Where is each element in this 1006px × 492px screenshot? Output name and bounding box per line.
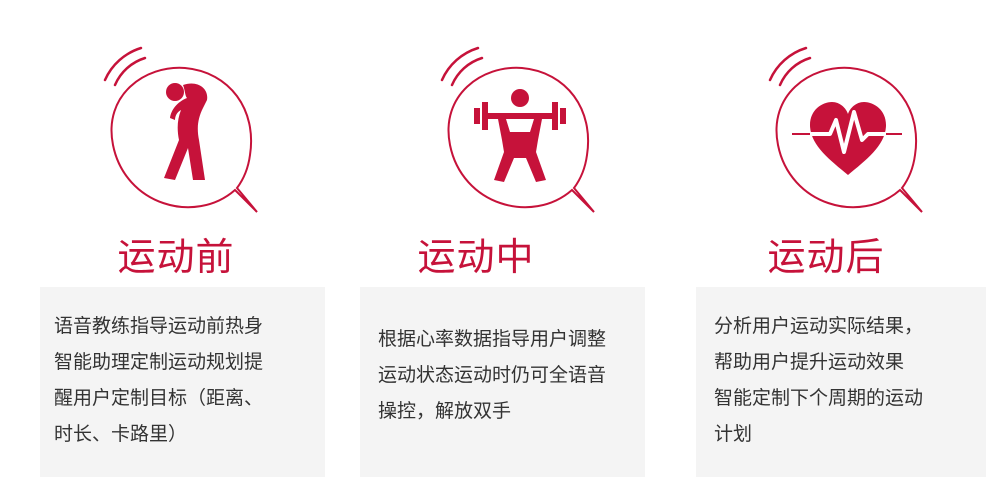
stretching-person-icon xyxy=(103,46,258,213)
description-line: 计划 xyxy=(714,423,753,445)
speech-bubble xyxy=(750,40,940,220)
description-line: 运动状态运动时仍可全语音 xyxy=(378,364,607,386)
description-panel: 根据心率数据指导用户调整 运动状态运动时仍可全语音 操控，解放双手 xyxy=(360,287,645,477)
section-during-exercise: 运动中 根据心率数据指导用户调整 运动状态运动时仍可全语音 操控，解放双手 xyxy=(335,0,670,492)
weightlifting-icon xyxy=(440,46,595,213)
description-panel: 分析用户运动实际结果， 帮助用户提升运动效果 智能定制下个周期的运动 计划 xyxy=(696,287,986,477)
heart-pulse-icon xyxy=(768,46,923,213)
description-line: 分析用户运动实际结果， xyxy=(714,315,924,337)
description-line: 根据心率数据指导用户调整 xyxy=(378,328,607,350)
section-title: 运动后 xyxy=(767,235,885,279)
section-before-exercise: 运动前 语音教练指导运动前热身 智能助理定制运动规划提 醒用户定制目标（距离、 … xyxy=(0,0,335,492)
description-panel: 语音教练指导运动前热身 智能助理定制运动规划提 醒用户定制目标（距离、 时长、卡… xyxy=(40,287,325,477)
description-line: 时长、卡路里） xyxy=(54,423,188,445)
description-line: 帮助用户提升运动效果 xyxy=(714,351,905,373)
speech-bubble xyxy=(422,40,612,220)
section-title: 运动前 xyxy=(117,235,235,279)
description-line: 智能助理定制运动规划提 xyxy=(54,351,264,373)
description-line: 醒用户定制目标（距离、 xyxy=(54,387,264,409)
section-after-exercise: 运动后 分析用户运动实际结果， 帮助用户提升运动效果 智能定制下个周期的运动 计… xyxy=(670,0,1006,492)
description-line: 操控，解放双手 xyxy=(378,400,512,422)
description-line: 语音教练指导运动前热身 xyxy=(54,315,264,337)
description-line: 智能定制下个周期的运动 xyxy=(714,387,924,409)
section-title: 运动中 xyxy=(417,235,535,279)
speech-bubble xyxy=(85,40,275,220)
